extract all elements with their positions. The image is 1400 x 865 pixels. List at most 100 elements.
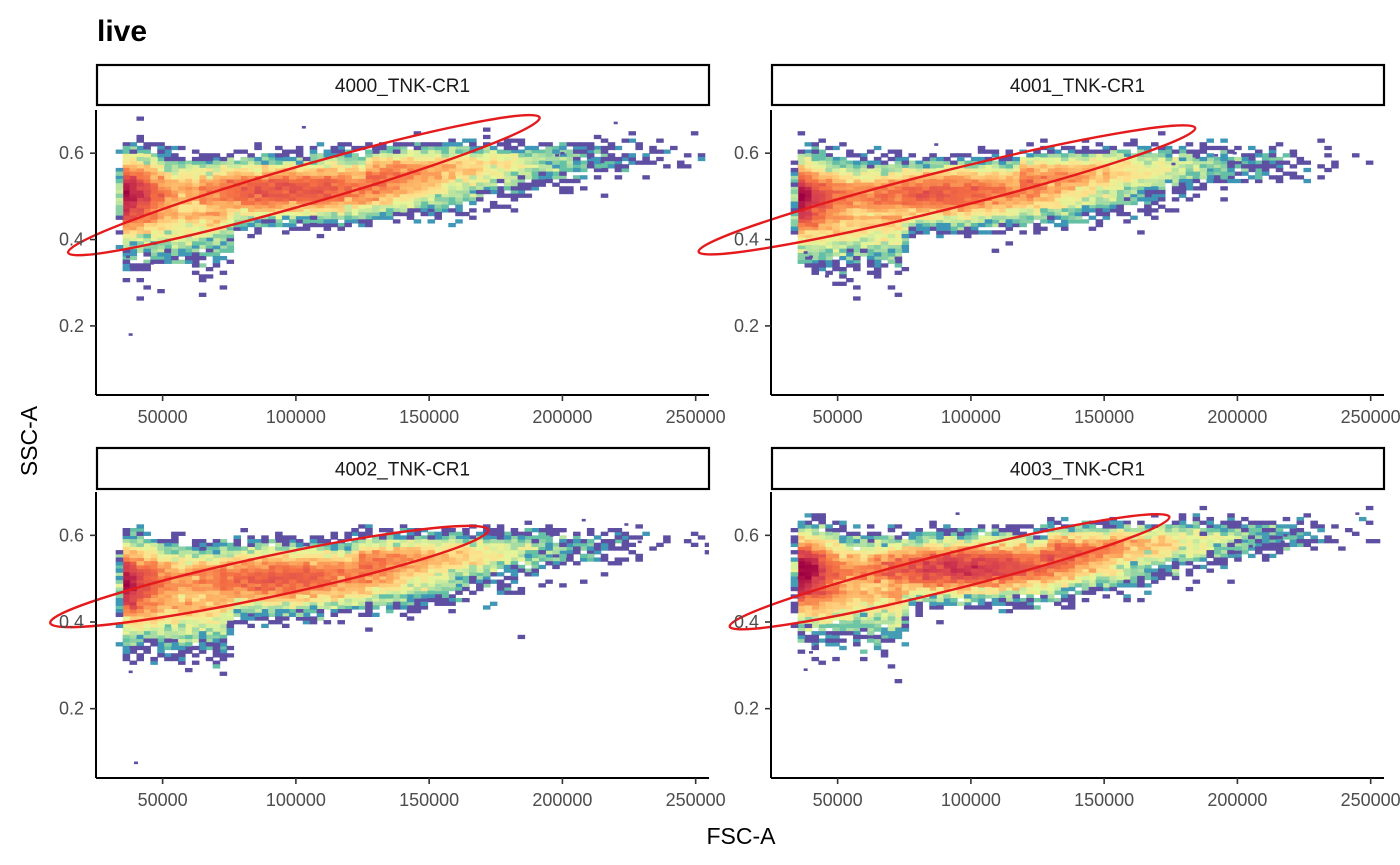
density-bin (482, 557, 491, 562)
density-bin (683, 164, 692, 169)
density-bin (184, 546, 193, 551)
density-bin (198, 623, 207, 629)
density-bin (205, 656, 214, 662)
density-bin (191, 204, 200, 209)
density-bin (1095, 572, 1104, 577)
density-bin (240, 226, 248, 231)
density-bin (825, 167, 833, 173)
density-bin (191, 149, 200, 154)
density-bin (818, 138, 826, 143)
density-bin (164, 255, 172, 261)
density-bin (545, 535, 553, 540)
density-bin (790, 219, 799, 224)
density-bin (510, 160, 519, 165)
density-bin (1192, 171, 1201, 176)
density-bin (288, 189, 297, 195)
density-bin (261, 208, 269, 213)
density-bin (191, 175, 200, 180)
density-bin (1261, 164, 1270, 169)
density-bin (524, 520, 533, 525)
density-bin (344, 175, 352, 180)
density-bin (191, 594, 200, 599)
density-bin (205, 153, 214, 158)
density-bin (226, 193, 235, 198)
density-bin (448, 160, 456, 165)
density-bin (818, 542, 826, 548)
density-bin (247, 189, 255, 195)
density-bin (288, 193, 297, 198)
density-bin (351, 186, 359, 191)
density-bin (566, 557, 574, 562)
density-bin (275, 189, 283, 195)
outlier-point (1232, 151, 1237, 155)
density-bin (922, 186, 930, 191)
density-bin (496, 156, 505, 162)
density-bin (275, 182, 283, 187)
density-bin (268, 219, 276, 224)
density-bin (351, 211, 359, 217)
density-bin (129, 193, 138, 198)
density-bin (247, 583, 255, 588)
density-bin (122, 263, 131, 268)
density-bin (302, 200, 311, 206)
density-bin (191, 561, 200, 566)
density-bin (295, 226, 304, 231)
density-bin (261, 546, 269, 551)
density-bin (1005, 193, 1014, 198)
density-bin (448, 542, 456, 548)
density-bin (448, 189, 456, 195)
density-bin (1012, 542, 1020, 548)
density-bin (240, 620, 248, 625)
density-bin (538, 583, 546, 588)
density-bin (184, 222, 193, 228)
density-bin (1109, 193, 1117, 198)
density-bin (330, 583, 339, 588)
density-bin (143, 156, 151, 162)
density-bin (991, 171, 1000, 176)
density-bin (365, 160, 373, 165)
density-bin (205, 557, 214, 562)
density-bin (496, 564, 505, 570)
density-bin (275, 219, 283, 224)
density-bin (510, 138, 519, 143)
density-bin (261, 153, 269, 158)
density-bin (385, 601, 394, 606)
density-bin (1178, 186, 1187, 191)
density-bin (880, 572, 889, 577)
density-bin (846, 186, 854, 191)
density-bin (1130, 175, 1138, 180)
density-bin (330, 160, 339, 165)
density-bin (212, 153, 221, 158)
density-bin (302, 204, 311, 209)
density-bin (198, 200, 207, 206)
density-bin (586, 542, 595, 548)
density-bin (164, 539, 172, 544)
density-bin (178, 244, 186, 250)
density-bin (901, 215, 910, 220)
density-bin (399, 197, 408, 202)
density-bin (344, 594, 352, 599)
density-bin (406, 531, 415, 536)
density-bin (337, 200, 345, 206)
density-bin (887, 575, 896, 581)
density-bin (517, 182, 526, 187)
density-bin (1019, 230, 1027, 235)
density-bin (866, 579, 875, 584)
density-bin (198, 620, 207, 625)
density-bin (804, 542, 813, 548)
density-bin (1067, 160, 1076, 165)
density-bin (469, 175, 477, 180)
density-bin (385, 579, 394, 584)
density-bin (399, 546, 408, 551)
density-bin (818, 252, 826, 257)
density-bin (122, 193, 131, 198)
density-bin (122, 553, 131, 559)
density-bin (330, 175, 339, 180)
density-bin (894, 182, 903, 187)
density-bin (184, 645, 193, 651)
density-bin (1074, 178, 1083, 184)
density-bin (171, 579, 179, 584)
density-bin (184, 204, 193, 209)
density-bin (566, 553, 574, 559)
density-bin (247, 156, 255, 162)
